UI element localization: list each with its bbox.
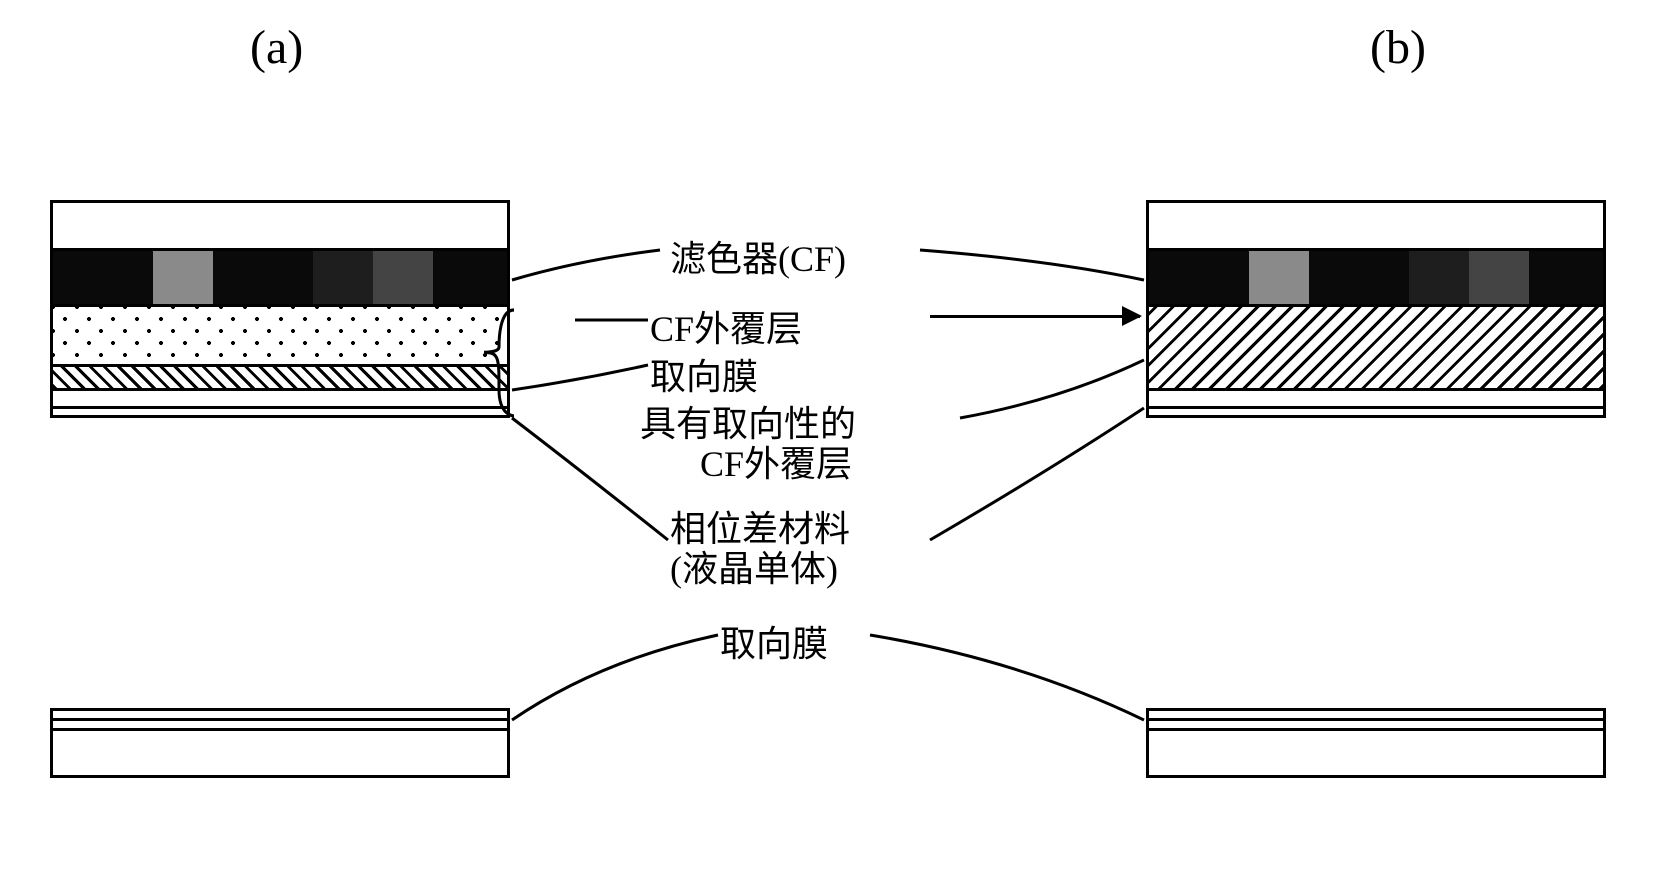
cf-pixel (1249, 251, 1309, 304)
transform-arrow-icon (930, 315, 1140, 318)
retardation-layer-2 (1149, 406, 1603, 418)
retardation-layer-2 (53, 406, 507, 418)
cf-black-matrix (213, 251, 313, 304)
retardation-layer (53, 388, 507, 406)
cf-black-matrix (53, 251, 153, 304)
cf-black-matrix (1309, 251, 1409, 304)
panel-b-top-stack (1146, 200, 1606, 418)
alignment-film-bottom (53, 711, 507, 721)
cf-pixel (313, 251, 373, 304)
panel-a (50, 200, 510, 778)
cf-pixel (153, 251, 213, 304)
panel-b (1146, 200, 1606, 778)
cf-pixel (1409, 251, 1469, 304)
glass-substrate (53, 200, 507, 248)
alignment-film-bottom (1149, 711, 1603, 721)
label-color-filter: 滤色器(CF) (670, 230, 846, 282)
cf-black-matrix (1529, 251, 1603, 304)
cf-black-matrix (1149, 251, 1249, 304)
glass-substrate (1149, 200, 1603, 248)
figure-label-b: (b) (1370, 20, 1426, 75)
label-retardation-line2: (液晶单体) (670, 540, 838, 592)
thin-layer (1149, 721, 1603, 731)
cf-overcoat-layer (53, 304, 507, 364)
color-filter-layer (53, 248, 507, 304)
label-cf-overcoat: CF外覆层 (650, 300, 802, 352)
cf-overcoat-with-alignment-layer (1149, 304, 1603, 388)
label-alignment-film: 取向膜 (650, 348, 758, 400)
panel-a-top-stack (50, 200, 510, 418)
label-alignment-bottom: 取向膜 (720, 615, 828, 667)
cf-black-matrix (433, 251, 507, 304)
label-combined-line2: CF外覆层 (700, 435, 852, 487)
thin-layer (53, 721, 507, 731)
cf-pixel (373, 251, 433, 304)
figure-label-a: (a) (250, 20, 303, 75)
retardation-layer (1149, 388, 1603, 406)
panel-a-bottom-stack (50, 708, 510, 778)
color-filter-layer (1149, 248, 1603, 304)
panel-b-bottom-stack (1146, 708, 1606, 778)
glass-substrate-bottom (1149, 731, 1603, 775)
alignment-film-layer (53, 364, 507, 388)
glass-substrate-bottom (53, 731, 507, 775)
cf-pixel (1469, 251, 1529, 304)
